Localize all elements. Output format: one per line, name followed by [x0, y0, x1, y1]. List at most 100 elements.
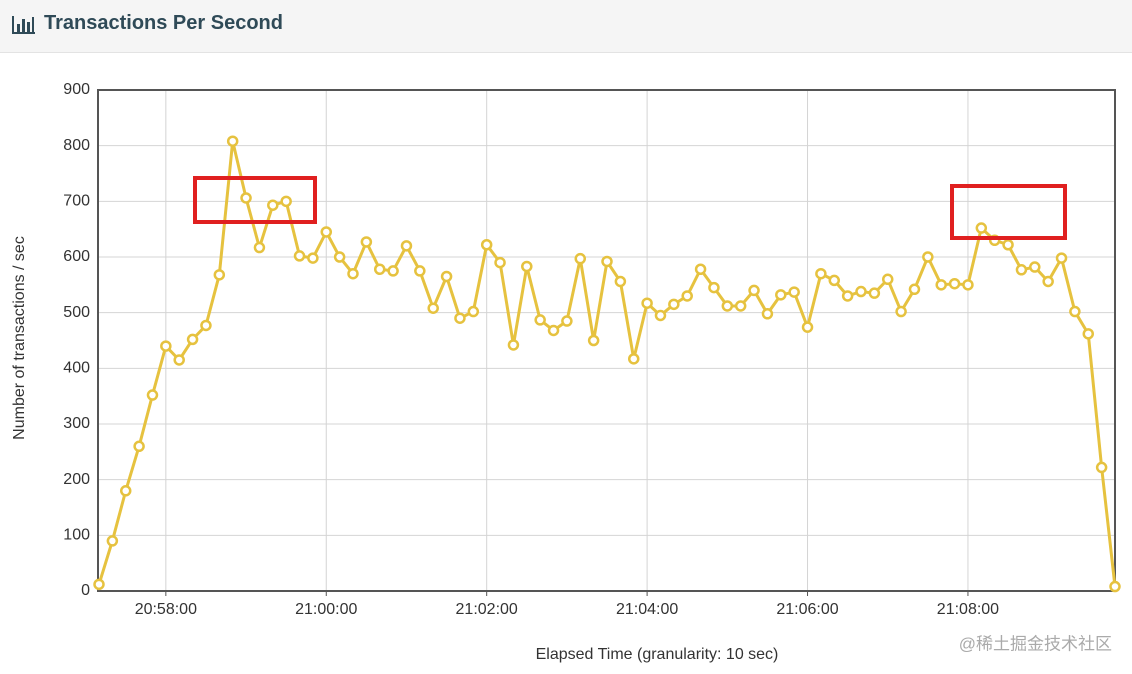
data-point — [320, 226, 333, 238]
data-point — [226, 135, 239, 147]
data-point — [748, 284, 760, 297]
data-point — [534, 314, 546, 326]
data-point — [293, 250, 306, 262]
data-point — [708, 281, 720, 294]
data-point — [841, 290, 854, 302]
data-point — [694, 263, 707, 275]
series-line — [97, 140, 1117, 587]
data-point — [106, 535, 119, 547]
data-point — [240, 192, 252, 204]
data-point — [373, 263, 386, 275]
data-point — [815, 267, 827, 280]
data-point — [1109, 580, 1121, 593]
data-point — [561, 315, 573, 327]
y-tick-label: 0 — [81, 582, 90, 599]
data-point — [868, 287, 881, 299]
data-point — [119, 485, 132, 497]
x-tick-label: 21:06:00 — [776, 601, 838, 618]
data-point — [160, 340, 172, 352]
data-point — [307, 252, 319, 264]
y-tick-label: 600 — [63, 248, 90, 265]
data-point — [948, 277, 961, 290]
data-point — [146, 389, 159, 401]
data-point — [761, 308, 774, 320]
data-point — [962, 279, 974, 291]
data-point — [587, 334, 600, 347]
data-point — [681, 290, 693, 302]
data-point — [1042, 275, 1054, 288]
data-point — [881, 273, 894, 286]
data-point — [801, 321, 814, 333]
data-point — [641, 297, 653, 309]
data-point — [480, 239, 493, 251]
data-point — [93, 578, 105, 591]
watermark: @稀土掘金技术社区 — [959, 634, 1112, 653]
data-point — [173, 354, 185, 366]
x-tick-label: 21:08:00 — [937, 601, 999, 618]
data-point — [507, 339, 520, 351]
data-point — [908, 283, 921, 296]
data-point — [200, 319, 212, 332]
data-point — [1095, 461, 1108, 474]
y-tick-label: 100 — [63, 527, 90, 544]
data-point — [133, 440, 145, 453]
x-tick-label: 20:58:00 — [135, 601, 197, 618]
data-point — [347, 267, 359, 280]
data-point — [414, 265, 426, 277]
data-point — [1069, 305, 1081, 318]
data-point — [1029, 261, 1041, 273]
data-point — [1002, 239, 1014, 251]
panel-title: Transactions Per Second — [44, 12, 283, 34]
highlight-box — [193, 176, 317, 224]
x-tick-label: 21:04:00 — [616, 601, 678, 618]
y-axis-label: Number of transactions / sec — [11, 236, 28, 440]
y-tick-label: 400 — [63, 360, 90, 377]
data-point — [788, 286, 800, 298]
data-point — [627, 353, 640, 365]
data-point — [440, 270, 453, 283]
data-point — [935, 279, 947, 291]
data-point — [547, 324, 560, 337]
data-point — [574, 252, 587, 265]
x-tick-label: 21:02:00 — [456, 601, 518, 618]
data-point — [734, 300, 747, 312]
data-point — [280, 195, 292, 208]
data-point — [1055, 252, 1068, 264]
y-tick-label: 800 — [63, 137, 90, 154]
data-point — [601, 255, 613, 268]
data-point — [333, 251, 346, 263]
plot-frame — [97, 89, 1116, 592]
data-point — [1015, 264, 1028, 276]
data-point — [213, 269, 226, 281]
data-point — [668, 298, 680, 311]
y-tick-label: 500 — [63, 304, 90, 321]
data-point — [494, 256, 506, 269]
panel-header: Transactions Per Second — [0, 0, 1132, 53]
y-tick-label: 900 — [63, 81, 90, 98]
data-point — [654, 309, 667, 322]
data-point — [775, 289, 787, 301]
y-tick-label: 300 — [63, 415, 90, 432]
data-point — [467, 305, 480, 318]
data-point — [721, 300, 734, 312]
y-tick-label: 700 — [63, 193, 90, 210]
data-point — [828, 274, 841, 287]
data-point — [614, 275, 627, 288]
y-tick-label: 200 — [63, 471, 90, 488]
data-point — [975, 222, 988, 234]
chart-icon — [12, 16, 35, 34]
data-point — [360, 236, 373, 248]
data-point — [427, 302, 439, 314]
data-point — [454, 312, 466, 324]
data-point — [922, 251, 934, 263]
data-point — [521, 260, 533, 273]
chart: Elapsed Time (granularity: 10 sec) Numbe… — [11, 81, 1121, 663]
data-point — [1082, 328, 1095, 340]
data-point — [186, 333, 199, 346]
data-point — [387, 265, 399, 277]
data-point — [855, 285, 867, 298]
x-tick-label: 21:00:00 — [295, 601, 357, 618]
data-point — [400, 240, 413, 252]
data-point — [253, 241, 266, 254]
